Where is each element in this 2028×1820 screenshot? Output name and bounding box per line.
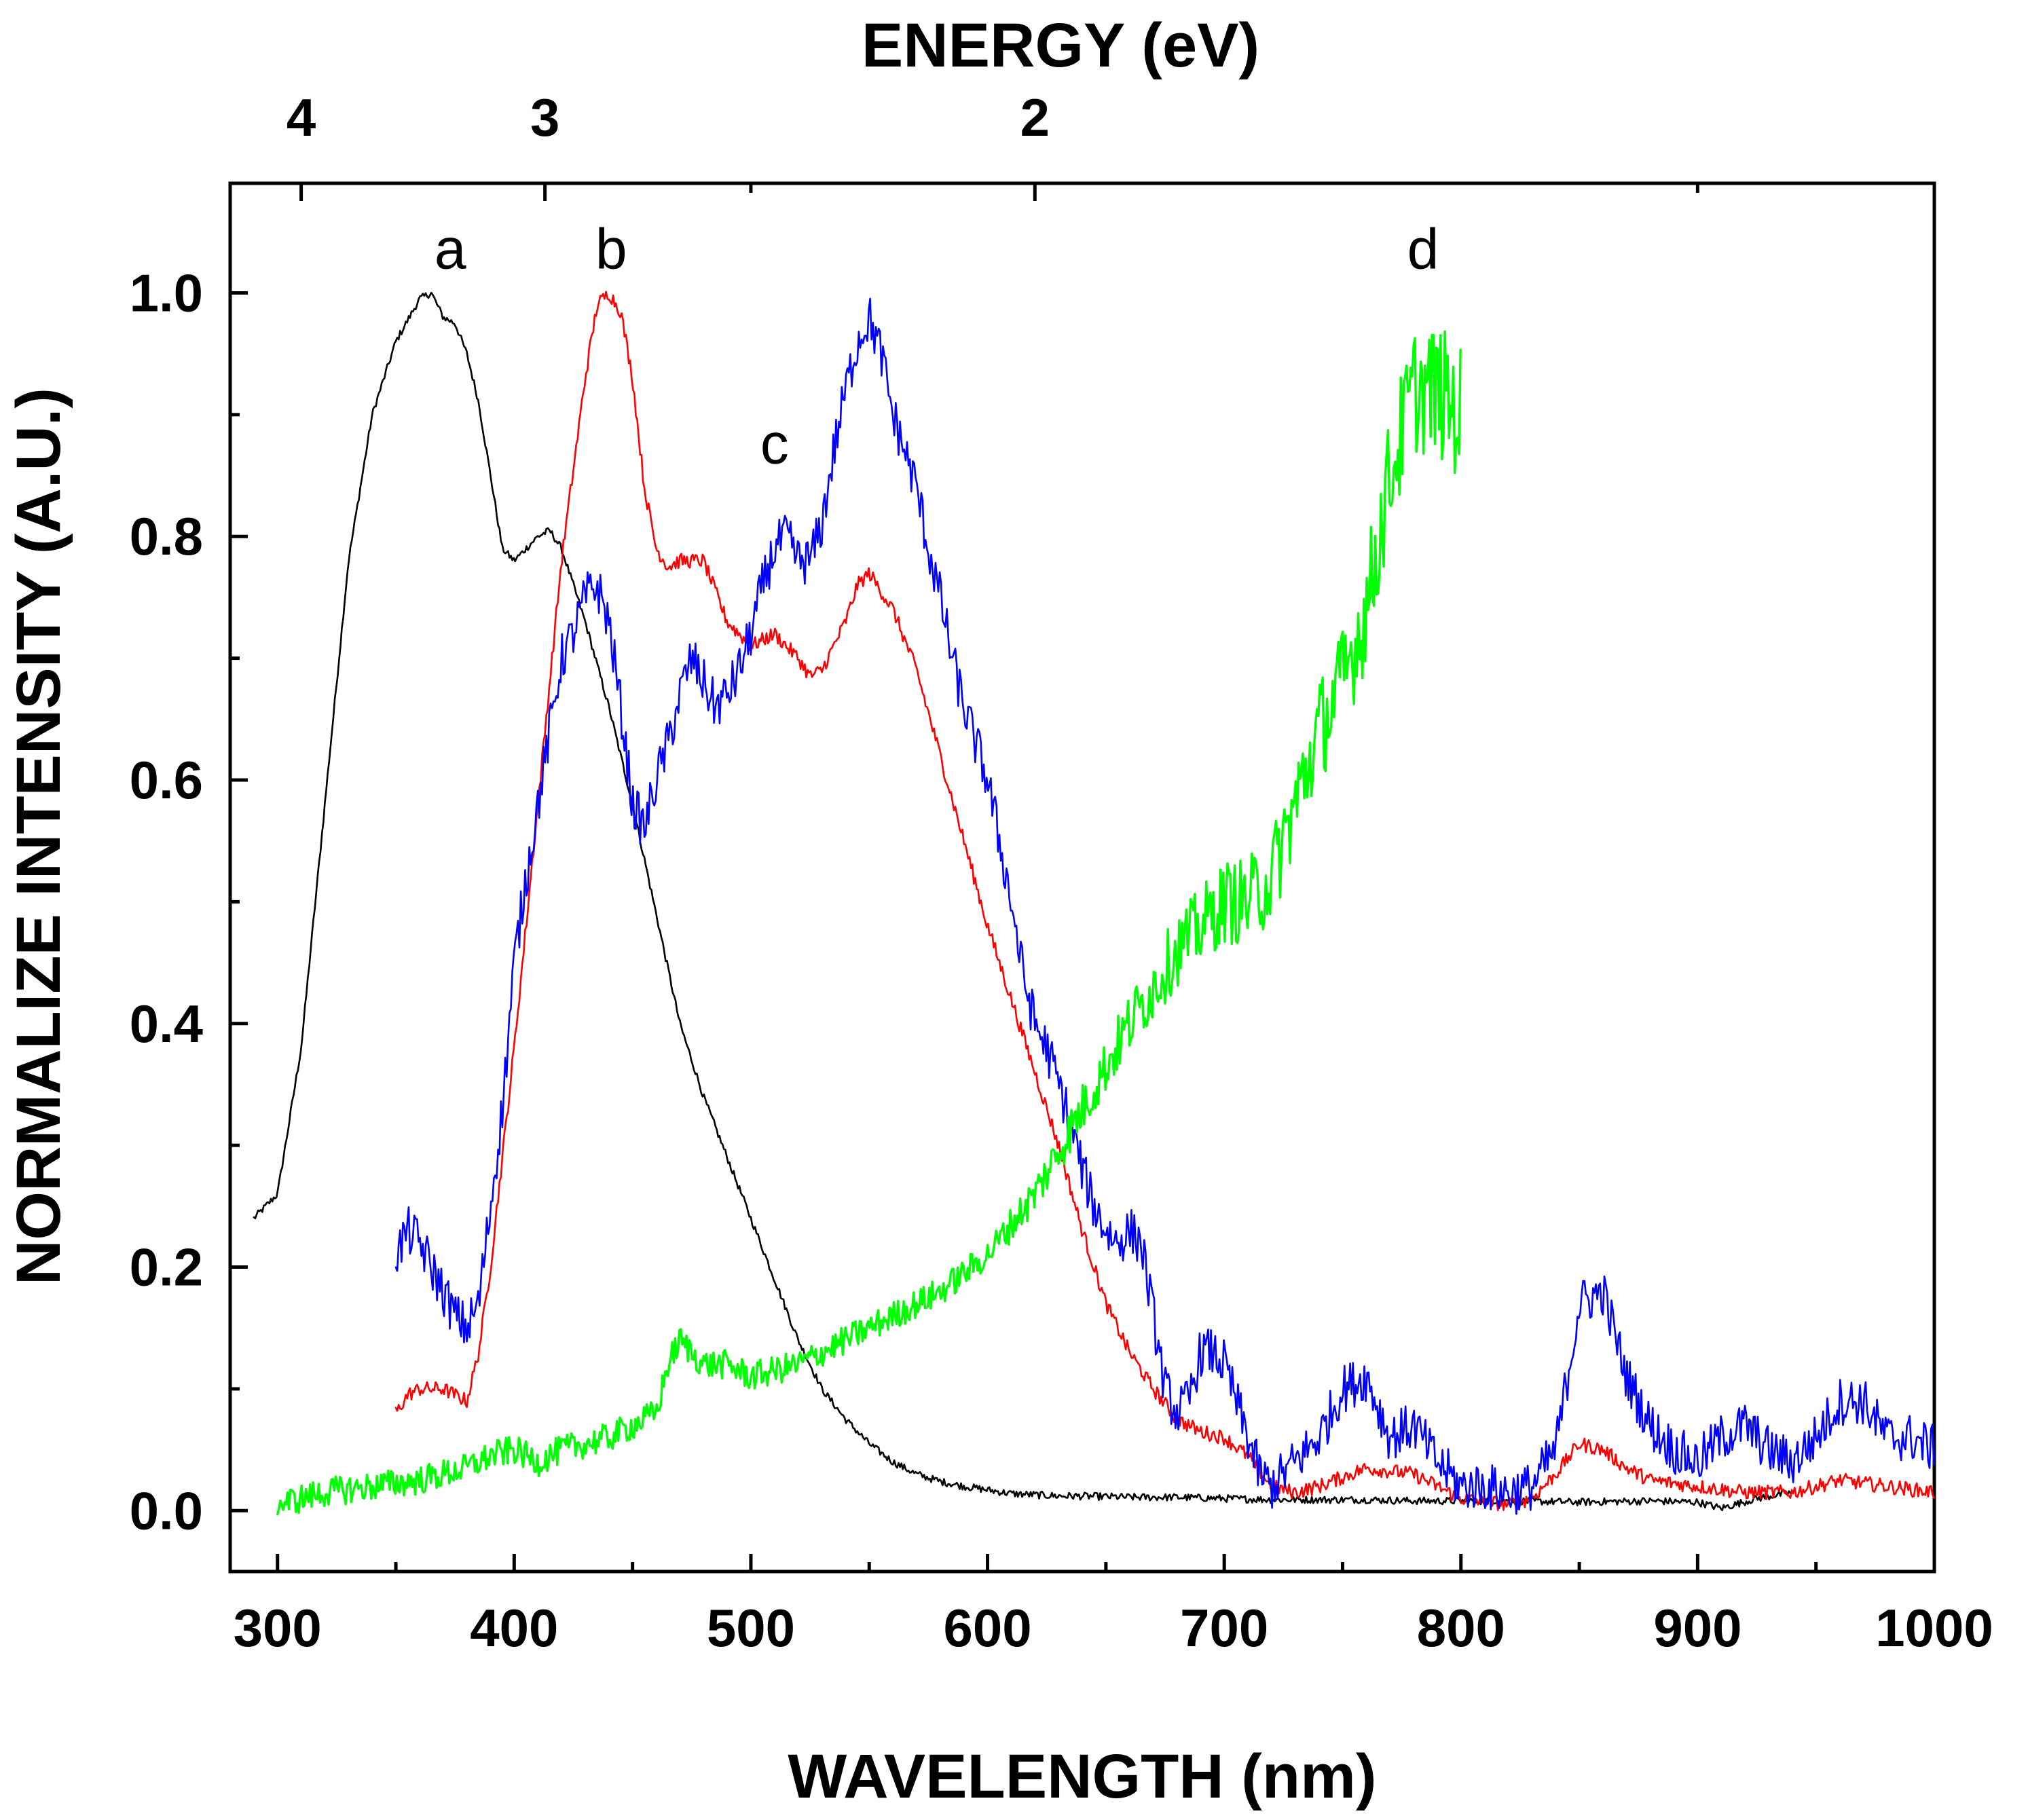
x-tick-label: 900	[1653, 1598, 1741, 1658]
curve-label-b: b	[595, 217, 627, 281]
x-axis-title: WAVELENGTH (nm)	[788, 1742, 1376, 1811]
series-line-b	[394, 291, 1935, 1512]
curve-labels: a b c d	[435, 217, 1439, 476]
x-tick-label: 800	[1417, 1598, 1505, 1658]
y-tick-label: 0.0	[130, 1481, 203, 1540]
y-tick-label: 0.6	[130, 750, 203, 810]
bottom-x-axis-ticks: 300 400 500 600 700 800 900 1000	[234, 1554, 1993, 1658]
curve-label-d: d	[1407, 217, 1439, 281]
top-tick-label: 3	[530, 88, 559, 147]
x-tick-label: 600	[943, 1598, 1031, 1658]
plot-frame	[228, 181, 1936, 1574]
y-axis-ticks: 0.0 0.2 0.4 0.6 0.8 1.0	[130, 263, 248, 1540]
x-tick-label: 400	[470, 1598, 558, 1658]
curve-label-a: a	[435, 217, 466, 281]
y-tick-label: 0.2	[130, 1238, 203, 1297]
series-line-c	[394, 297, 1935, 1515]
y-tick-label: 1.0	[130, 263, 203, 322]
y-tick-label: 0.8	[130, 506, 203, 566]
series-layer	[253, 291, 1935, 1516]
x-tick-label: 500	[707, 1598, 795, 1658]
series-line-a	[253, 291, 1793, 1512]
top-energy-axis-ticks: 4 3 2	[287, 88, 1699, 201]
top-tick-label: 2	[1020, 88, 1050, 147]
y-axis-title: NORMALIZE INTENSITY (A.U.)	[4, 388, 73, 1285]
top-axis-title: ENERGY (eV)	[862, 11, 1259, 80]
series-line-d	[276, 330, 1462, 1516]
x-tick-label: 300	[234, 1598, 322, 1658]
x-tick-label: 700	[1180, 1598, 1268, 1658]
curve-label-c: c	[760, 412, 789, 476]
x-tick-label: 1000	[1875, 1598, 1993, 1658]
y-tick-label: 0.4	[130, 994, 203, 1054]
top-tick-label: 4	[287, 88, 316, 147]
